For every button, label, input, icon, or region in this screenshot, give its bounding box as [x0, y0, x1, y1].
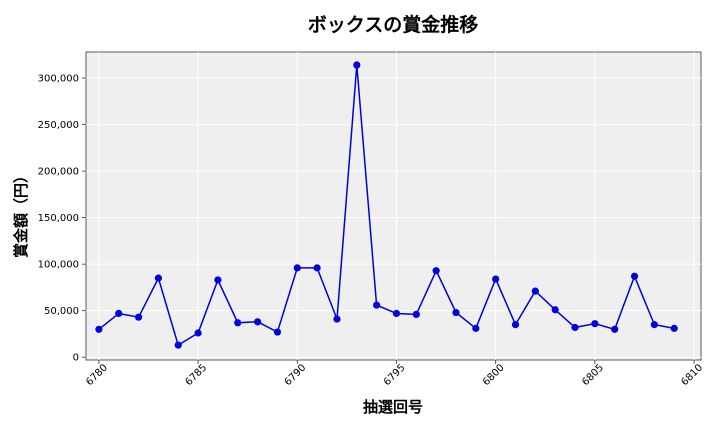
data-point — [194, 329, 202, 337]
plot-area — [85, 51, 702, 361]
x-axis-label: 抽選回号 — [363, 398, 423, 416]
data-point — [154, 274, 163, 282]
data-point — [630, 272, 639, 280]
y-tick-label: 150,000 — [38, 213, 79, 224]
data-point — [492, 275, 500, 283]
data-point — [511, 321, 520, 329]
x-tick-label: 6780 — [84, 362, 110, 388]
data-point — [333, 315, 341, 323]
data-point — [353, 61, 361, 69]
data-point — [174, 341, 182, 349]
data-point — [650, 321, 658, 329]
x-tick-label: 6795 — [382, 362, 408, 388]
data-point — [611, 325, 619, 333]
data-point — [293, 264, 301, 272]
x-tick-label: 6805 — [580, 362, 606, 388]
data-point — [412, 310, 420, 319]
y-tick-label: 250,000 — [38, 120, 79, 131]
data-point — [373, 301, 381, 309]
data-point — [95, 325, 103, 333]
data-point — [134, 313, 143, 321]
y-tick-label: 0 — [73, 353, 79, 364]
data-point — [432, 267, 440, 275]
y-tick-label: 300,000 — [38, 74, 79, 85]
data-point — [392, 309, 401, 318]
chart-title: ボックスの賞金推移 — [308, 13, 478, 36]
data-point — [670, 324, 678, 332]
x-tick-label: 6790 — [283, 362, 309, 388]
data-point — [313, 264, 321, 272]
data-point — [472, 324, 480, 332]
y-axis-label: 賞金額（円） — [12, 168, 30, 258]
data-point — [571, 323, 579, 332]
y-tick-label: 200,000 — [38, 167, 79, 178]
data-point — [214, 276, 222, 284]
x-tick-label: 6785 — [183, 362, 209, 388]
y-tick-label: 100,000 — [38, 260, 79, 271]
y-tick-label: 50,000 — [44, 306, 79, 317]
grid — [86, 52, 701, 360]
data-point — [115, 309, 123, 318]
data-point — [452, 308, 460, 317]
data-point — [551, 306, 559, 314]
data-point — [531, 287, 539, 295]
data-point — [273, 328, 282, 336]
x-tick-label: 6800 — [481, 362, 507, 388]
data-point — [254, 318, 262, 326]
series — [95, 61, 678, 349]
x-tick-label: 6810 — [679, 362, 705, 388]
data-point — [591, 320, 599, 328]
data-point — [234, 319, 242, 327]
